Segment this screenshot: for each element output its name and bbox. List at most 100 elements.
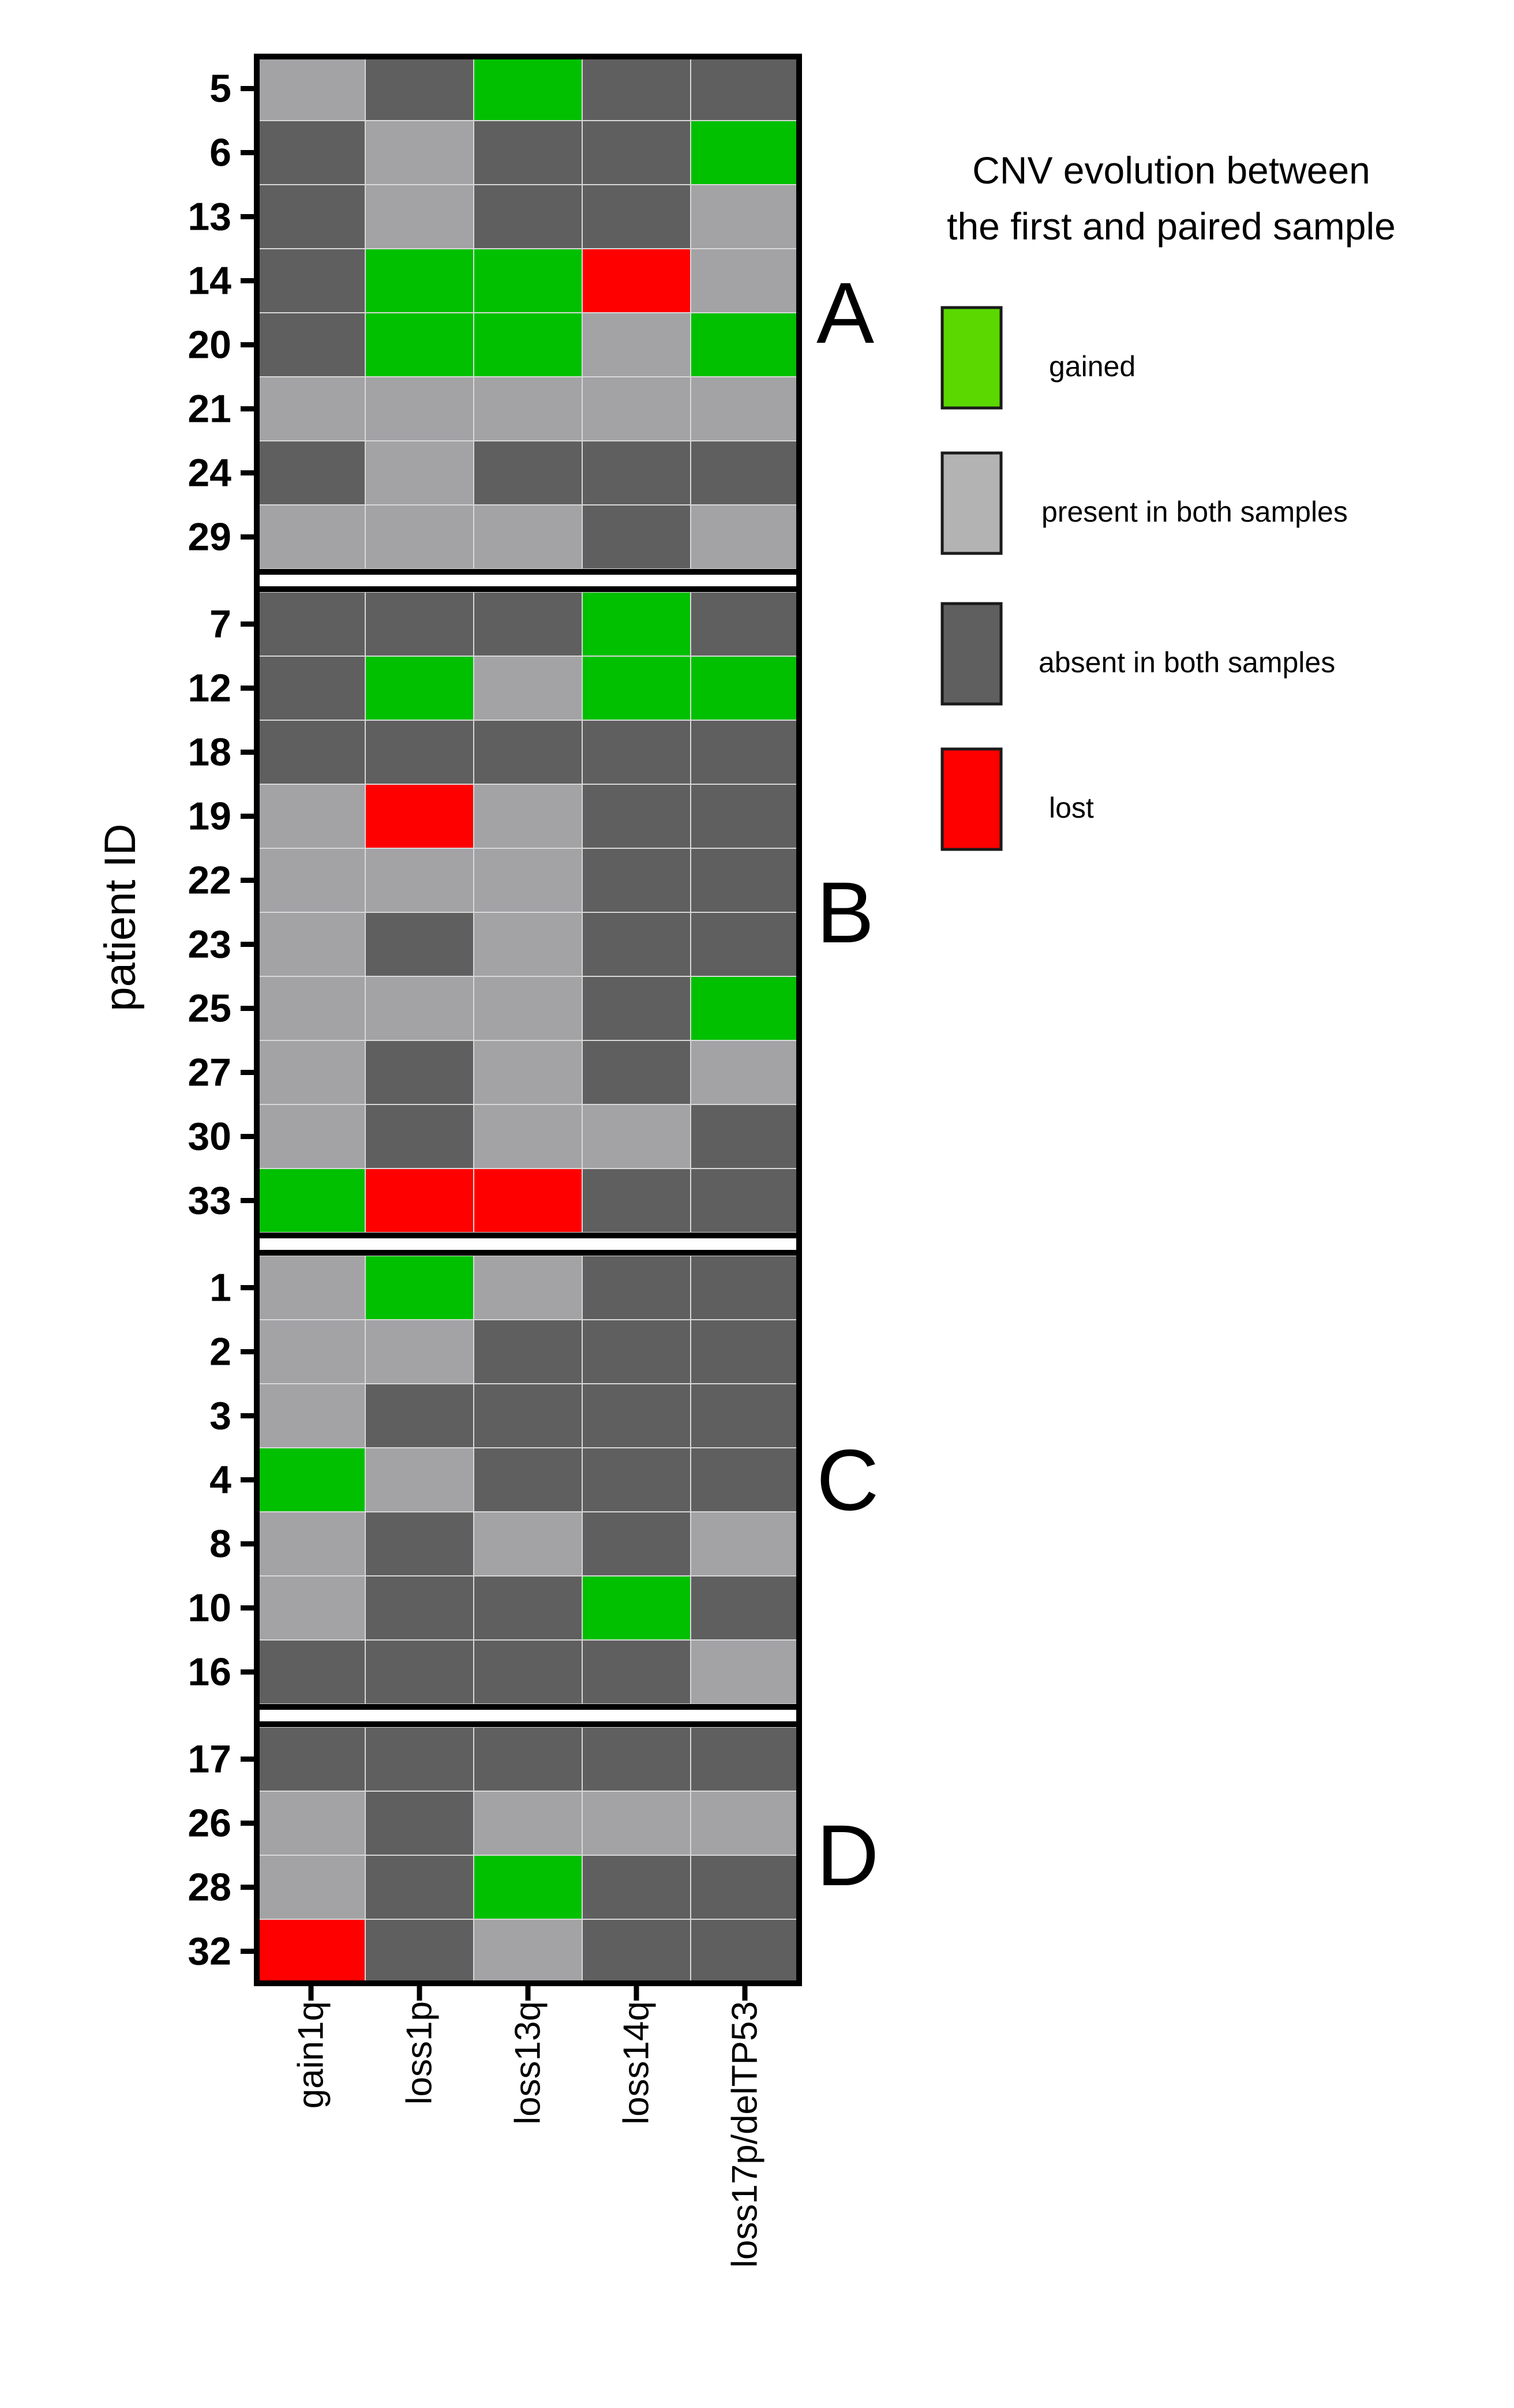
y-tick-label: 4	[209, 1458, 231, 1502]
heatmap-cell-13-gain1q	[256, 184, 366, 249]
heatmap-cell-24-loss1p	[365, 440, 474, 505]
y-tick-label: 26	[188, 1802, 231, 1845]
heatmap-cell-5-loss14q	[582, 56, 691, 121]
heatmap-cell-25-loss14q	[582, 976, 691, 1041]
heatmap-cell-22-loss1p	[365, 848, 474, 913]
heatmap-cell-16-gain1q	[256, 1639, 366, 1705]
group-label-d: D	[816, 1807, 879, 1904]
heatmap-cell-30-loss17pdeltp53	[690, 1104, 800, 1169]
legend-swatch-gained	[940, 306, 1003, 410]
heatmap-cell-13-loss13q	[473, 184, 583, 249]
y-tick-label: 28	[188, 1866, 231, 1909]
heatmap-cell-26-loss13q	[473, 1791, 583, 1856]
heatmap-cell-23-gain1q	[256, 912, 366, 977]
heatmap-cell-19-loss14q	[582, 784, 691, 849]
heatmap-cell-7-gain1q	[256, 591, 366, 657]
heatmap-cell-8-loss14q	[582, 1511, 691, 1576]
heatmap-cell-14-gain1q	[256, 248, 366, 313]
heatmap-cell-32-loss1p	[365, 1919, 474, 1984]
heatmap-cell-16-loss1p	[365, 1639, 474, 1705]
y-tick-label: 30	[188, 1115, 231, 1159]
heatmap-cell-33-loss1p	[365, 1168, 474, 1233]
legend: CNV evolution between the first and paire…	[940, 149, 1396, 851]
legend-title-line-1: CNV evolution between	[972, 149, 1370, 192]
x-tick-label-loss14q: loss14q	[617, 2001, 657, 2125]
heatmap-cell-8-gain1q	[256, 1511, 366, 1576]
heatmap-cell-25-gain1q	[256, 976, 366, 1041]
heatmap-cell-2-loss1p	[365, 1319, 474, 1384]
heatmap-cell-24-loss13q	[473, 440, 583, 505]
heatmap-cell-24-gain1q	[256, 440, 366, 505]
heatmap-cell-13-loss17pdeltp53	[690, 184, 800, 249]
heatmap-cell-28-loss13q	[473, 1855, 583, 1920]
x-tick-label-loss17pdeltp53: loss17p/delTP53	[725, 2001, 765, 2268]
heatmap-cell-14-loss1p	[365, 248, 474, 313]
heatmap-cell-33-loss14q	[582, 1168, 691, 1233]
heatmap-cell-4-loss13q	[473, 1447, 583, 1512]
heatmap-cell-18-loss14q	[582, 720, 691, 785]
y-tick-label: 2	[209, 1330, 231, 1374]
heatmap-cell-26-loss17pdeltp53	[690, 1791, 800, 1856]
legend-title-line-2: the first and paired sample	[947, 205, 1396, 248]
heatmap-cell-24-loss14q	[582, 440, 691, 505]
y-tick-label: 24	[188, 451, 231, 495]
heatmap-cell-10-loss1p	[365, 1575, 474, 1641]
heatmap-cell-16-loss17pdeltp53	[690, 1639, 800, 1705]
heatmap-cell-2-loss14q	[582, 1319, 691, 1384]
heatmap-cell-28-loss17pdeltp53	[690, 1855, 800, 1920]
heatmap-cell-30-loss1p	[365, 1104, 474, 1169]
heatmap-cell-28-gain1q	[256, 1855, 366, 1920]
group-separator	[257, 1238, 799, 1250]
heatmap-cell-10-loss17pdeltp53	[690, 1575, 800, 1641]
x-tick-label-loss1p: loss1p	[400, 2001, 440, 2104]
group-label-a: A	[816, 264, 874, 361]
heatmap-cell-33-gain1q	[256, 1168, 366, 1233]
heatmap-cell-12-gain1q	[256, 656, 366, 721]
y-tick-label: 32	[188, 1930, 231, 1973]
heatmap-cell-1-gain1q	[256, 1255, 366, 1320]
heatmap-cell-19-loss1p	[365, 784, 474, 849]
heatmap-cell-2-gain1q	[256, 1319, 366, 1384]
heatmap-cell-27-loss14q	[582, 1040, 691, 1105]
heatmap-cell-13-loss1p	[365, 184, 474, 249]
heatmap-cell-19-gain1q	[256, 784, 366, 849]
heatmap-cell-27-gain1q	[256, 1040, 366, 1105]
heatmap-cell-1-loss14q	[582, 1255, 691, 1320]
y-axis-ticks: 5613142021242971218192223252730331234810…	[188, 67, 257, 1973]
y-tick-label: 20	[188, 323, 231, 367]
heatmap-cell-14-loss13q	[473, 248, 583, 313]
heatmap-cell-32-gain1q	[256, 1919, 366, 1984]
y-tick-label: 22	[188, 859, 231, 902]
y-tick-label: 17	[188, 1737, 231, 1781]
y-tick-label: 18	[188, 731, 231, 774]
legend-label-gained: gained	[1049, 350, 1136, 383]
heatmap-cell-4-loss1p	[365, 1447, 474, 1512]
heatmap-cell-18-loss1p	[365, 720, 474, 785]
heatmap-cell-17-loss14q	[582, 1727, 691, 1792]
heatmap-cell-22-loss17pdeltp53	[690, 848, 800, 913]
heatmap-cell-22-gain1q	[256, 848, 366, 913]
heatmap-cell-17-loss17pdeltp53	[690, 1727, 800, 1792]
heatmap-cell-2-loss13q	[473, 1319, 583, 1384]
heatmap-cell-13-loss14q	[582, 184, 691, 249]
legend-swatch-present-in-both-samples	[940, 451, 1003, 555]
heatmap-cell-21-loss13q	[473, 376, 583, 441]
heatmap-cell-19-loss13q	[473, 784, 583, 849]
heatmap-cell-23-loss17pdeltp53	[690, 912, 800, 977]
y-tick-label: 13	[188, 195, 231, 239]
heatmap-cell-25-loss13q	[473, 976, 583, 1041]
heatmap-cell-5-gain1q	[256, 56, 366, 121]
heatmap-cell-16-loss13q	[473, 1639, 583, 1705]
y-tick-label: 14	[188, 259, 231, 303]
heatmap-cell-32-loss17pdeltp53	[690, 1919, 800, 1984]
heatmap-cell-6-loss14q	[582, 120, 691, 185]
heatmap-cell-18-gain1q	[256, 720, 366, 785]
heatmap-cell-10-loss14q	[582, 1575, 691, 1641]
y-tick-label: 7	[209, 602, 231, 646]
group-separator	[257, 1710, 799, 1721]
heatmap-cell-2-loss17pdeltp53	[690, 1319, 800, 1384]
heatmap-cell-6-loss13q	[473, 120, 583, 185]
y-tick-label: 12	[188, 666, 231, 710]
y-tick-label: 21	[188, 387, 231, 431]
heatmap-cell-8-loss17pdeltp53	[690, 1511, 800, 1576]
